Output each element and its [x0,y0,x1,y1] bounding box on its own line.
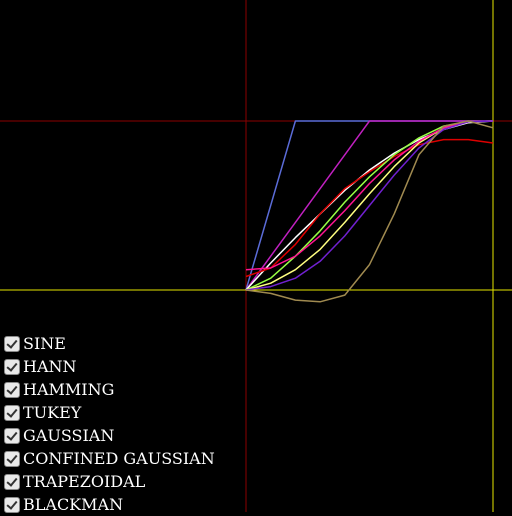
legend-label-hamming: HAMMING [23,380,115,399]
legend: SINE HANN HAMMING TUKEY GAUSSIAN CONFINE… [0,332,215,516]
checkbox-gaussian[interactable] [4,427,20,444]
legend-label-trapezoidal: TRAPEZOIDAL [23,472,146,491]
legend-item-hamming[interactable]: HAMMING [0,378,215,401]
legend-label-sine: SINE [23,334,66,353]
legend-label-tukey: TUKEY [23,403,82,422]
checkbox-trapezoidal[interactable] [4,473,20,490]
checkbox-hann[interactable] [4,358,20,375]
legend-label-gaussian: GAUSSIAN [23,426,115,445]
curve-9 [245,120,494,303]
legend-item-hann[interactable]: HANN [0,355,215,378]
curve-2 [245,120,493,291]
legend-label-blackman: BLACKMAN [23,495,124,514]
legend-item-gaussian[interactable]: GAUSSIAN [0,424,215,447]
curve-8 [245,120,494,291]
legend-item-confined-gaussian[interactable]: CONFINED GAUSSIAN [0,447,215,470]
legend-label-hann: HANN [23,357,77,376]
legend-item-blackman[interactable]: BLACKMAN [0,493,215,516]
checkbox-sine[interactable] [4,335,20,352]
curves [245,120,494,303]
checkbox-hamming[interactable] [4,381,20,398]
legend-item-tukey[interactable]: TUKEY [0,401,215,424]
curve-4 [245,138,494,278]
legend-item-sine[interactable]: SINE [0,332,215,355]
legend-label-confined-gaussian: CONFINED GAUSSIAN [23,449,215,468]
legend-item-trapezoidal[interactable]: TRAPEZOIDAL [0,470,215,493]
curve-7 [245,120,494,271]
checkbox-tukey[interactable] [4,404,20,421]
checkbox-confined-gaussian[interactable] [4,450,20,467]
checkbox-blackman[interactable] [4,496,20,513]
